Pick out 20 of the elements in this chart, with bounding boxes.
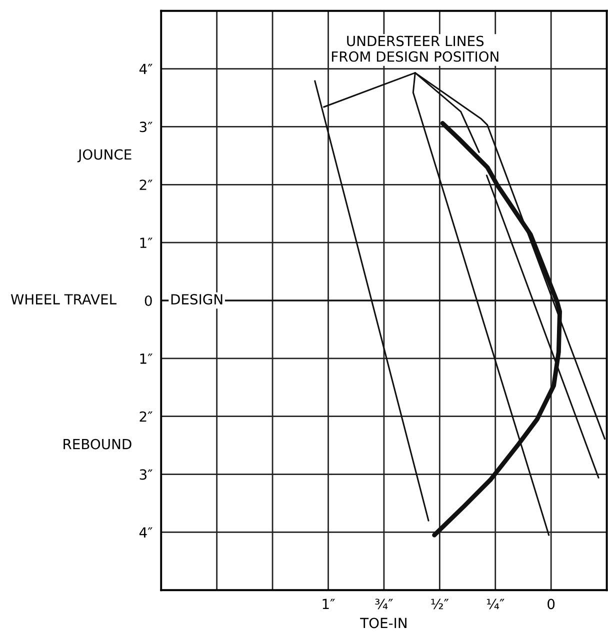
text: JOUNCE [77, 149, 132, 162]
x-tick-label: ½″ [431, 598, 449, 610]
text: REBOUND [64, 438, 132, 450]
x-tick-label: ¼″ [486, 598, 504, 610]
y-tick-label: 3″ [140, 122, 152, 132]
ref-line-label: DESIGN [171, 294, 222, 305]
y-tick-label: 4″ [139, 527, 152, 538]
y-tick-label: 1″ [140, 238, 152, 248]
y-tick-label: 0 [144, 295, 152, 306]
x-tick-label: 0 [548, 598, 555, 610]
y-tick-label: 1″ [140, 354, 152, 364]
x-tick-label: 1″ [322, 598, 335, 610]
y-tick-label: 3″ [140, 469, 152, 480]
x-tick-label: ¾″ [375, 598, 393, 610]
y-axis-title: WHEEL TRAVEL [10, 294, 116, 304]
annotation: UNDERSTEER LINES FROM DESIGN POSITION [332, 36, 498, 62]
y-tick-label: 2″ [140, 180, 152, 190]
x-axis-title: TOE-IN [360, 618, 406, 628]
y-tick-label: 2″ [140, 411, 152, 422]
y-tick-label: 4″ [139, 64, 152, 74]
